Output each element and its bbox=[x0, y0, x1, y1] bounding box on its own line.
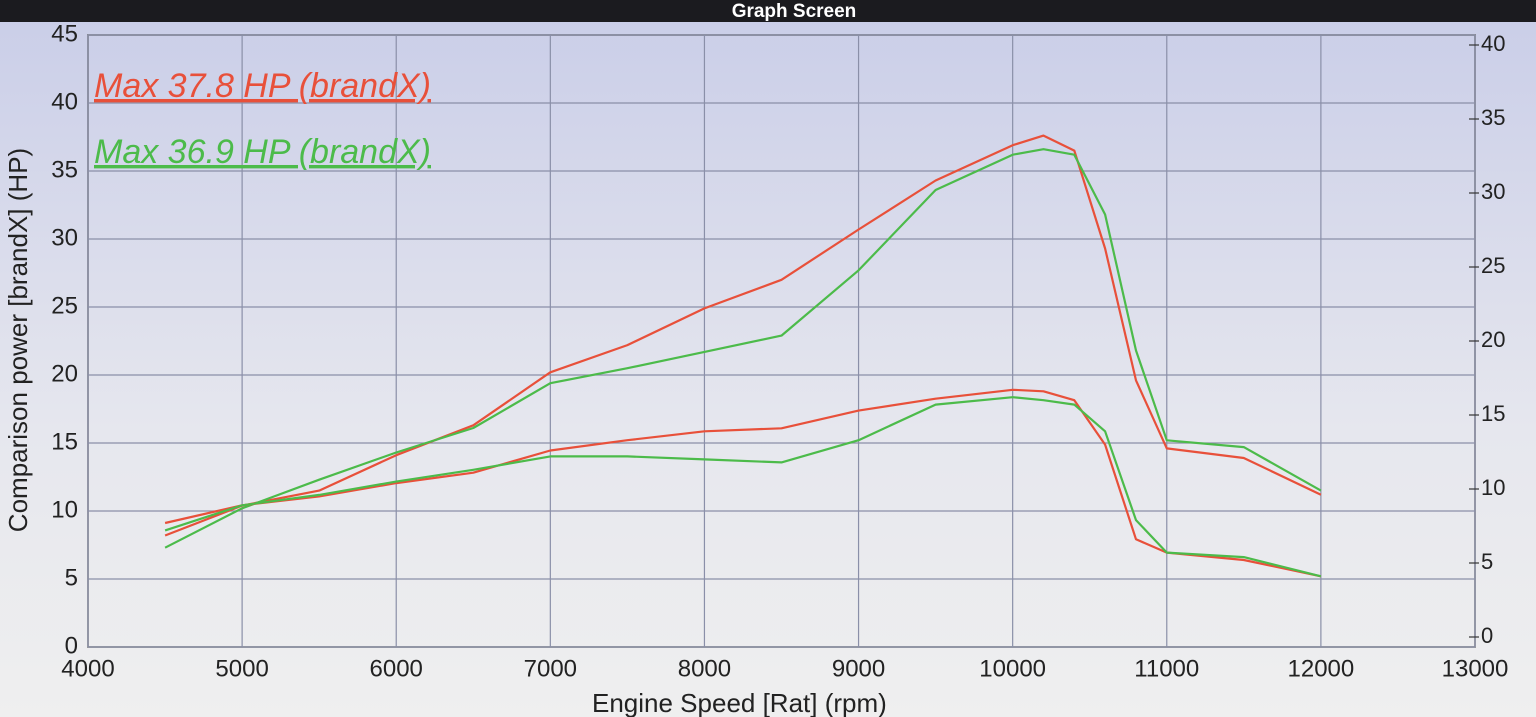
y2-tick-label: 40 bbox=[1481, 31, 1505, 56]
data-line bbox=[164, 148, 1322, 549]
y-tick-label: 45 bbox=[51, 20, 78, 47]
x-tick-label: 4000 bbox=[61, 655, 114, 682]
y-tick-label: 10 bbox=[51, 496, 78, 523]
x-tick-label: 5000 bbox=[215, 655, 268, 682]
x-tick-label: 7000 bbox=[524, 655, 577, 682]
y2-tick-label: 20 bbox=[1481, 327, 1505, 352]
y2-tick-label: 25 bbox=[1481, 253, 1505, 278]
y-tick-label: 5 bbox=[65, 564, 78, 591]
x-tick-label: 11000 bbox=[1134, 655, 1199, 682]
y-tick-label: 25 bbox=[51, 292, 78, 319]
y-tick-label: 0 bbox=[65, 632, 78, 659]
annotation: Max 36.9 HP (brandX) bbox=[94, 133, 431, 171]
annotation: Max 37.8 HP (brandX) bbox=[94, 67, 431, 105]
x-tick-label: 13000 bbox=[1442, 655, 1509, 682]
y2-tick-label: 10 bbox=[1481, 475, 1505, 500]
y-tick-label: 30 bbox=[51, 224, 78, 251]
y-tick-label: 20 bbox=[51, 360, 78, 387]
window-title: Graph Screen bbox=[732, 1, 857, 22]
y-tick-label: 35 bbox=[51, 156, 78, 183]
y2-tick-label: 35 bbox=[1481, 105, 1505, 130]
x-axis-title: Engine Speed [Rat] (rpm) bbox=[592, 688, 887, 717]
y2-tick-label: 15 bbox=[1481, 401, 1505, 426]
y-tick-label: 15 bbox=[51, 428, 78, 455]
x-tick-label: 6000 bbox=[370, 655, 423, 682]
x-tick-label: 9000 bbox=[832, 655, 885, 682]
y2-tick-label: 5 bbox=[1481, 549, 1493, 574]
x-tick-label: 10000 bbox=[979, 655, 1046, 682]
y2-tick-label: 30 bbox=[1481, 179, 1505, 204]
data-line bbox=[164, 396, 1322, 578]
x-tick-label: 12000 bbox=[1288, 655, 1355, 682]
y2-tick-label: 0 bbox=[1481, 623, 1493, 648]
x-tick-label: 8000 bbox=[678, 655, 731, 682]
data-line bbox=[164, 388, 1322, 578]
title-bar bbox=[0, 0, 1536, 22]
y-axis-title: Comparison power [brandX] (HP) bbox=[3, 148, 33, 532]
y-tick-label: 40 bbox=[51, 88, 78, 115]
data-line bbox=[164, 134, 1322, 537]
